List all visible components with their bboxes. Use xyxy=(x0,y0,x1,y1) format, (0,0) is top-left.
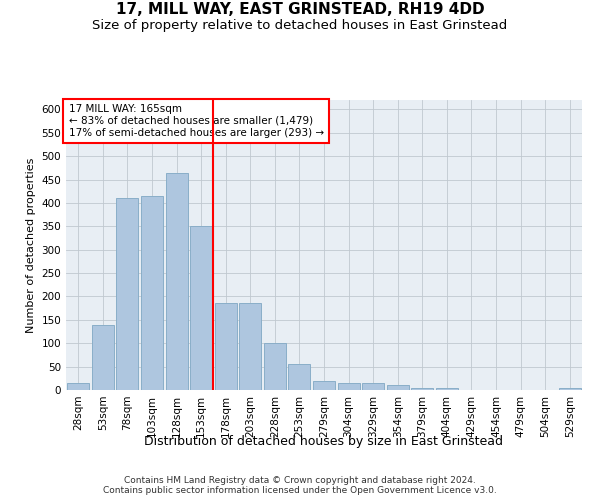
Bar xyxy=(313,380,335,390)
Bar xyxy=(190,226,212,390)
Y-axis label: Number of detached properties: Number of detached properties xyxy=(26,158,36,332)
Bar xyxy=(559,388,581,390)
Text: Size of property relative to detached houses in East Grinstead: Size of property relative to detached ho… xyxy=(92,19,508,32)
Bar xyxy=(362,383,384,390)
Bar xyxy=(92,324,114,390)
Text: 17, MILL WAY, EAST GRINSTEAD, RH19 4DD: 17, MILL WAY, EAST GRINSTEAD, RH19 4DD xyxy=(116,2,484,18)
Bar xyxy=(141,196,163,390)
Bar xyxy=(386,386,409,390)
Bar xyxy=(239,304,262,390)
Bar xyxy=(116,198,139,390)
Bar xyxy=(436,388,458,390)
Text: 17 MILL WAY: 165sqm
← 83% of detached houses are smaller (1,479)
17% of semi-det: 17 MILL WAY: 165sqm ← 83% of detached ho… xyxy=(68,104,324,138)
Bar xyxy=(215,304,237,390)
Bar xyxy=(264,343,286,390)
Bar xyxy=(67,384,89,390)
Bar xyxy=(338,383,359,390)
Text: Distribution of detached houses by size in East Grinstead: Distribution of detached houses by size … xyxy=(145,435,503,448)
Bar xyxy=(411,388,433,390)
Text: Contains HM Land Registry data © Crown copyright and database right 2024.
Contai: Contains HM Land Registry data © Crown c… xyxy=(103,476,497,495)
Bar xyxy=(289,364,310,390)
Bar xyxy=(166,172,188,390)
